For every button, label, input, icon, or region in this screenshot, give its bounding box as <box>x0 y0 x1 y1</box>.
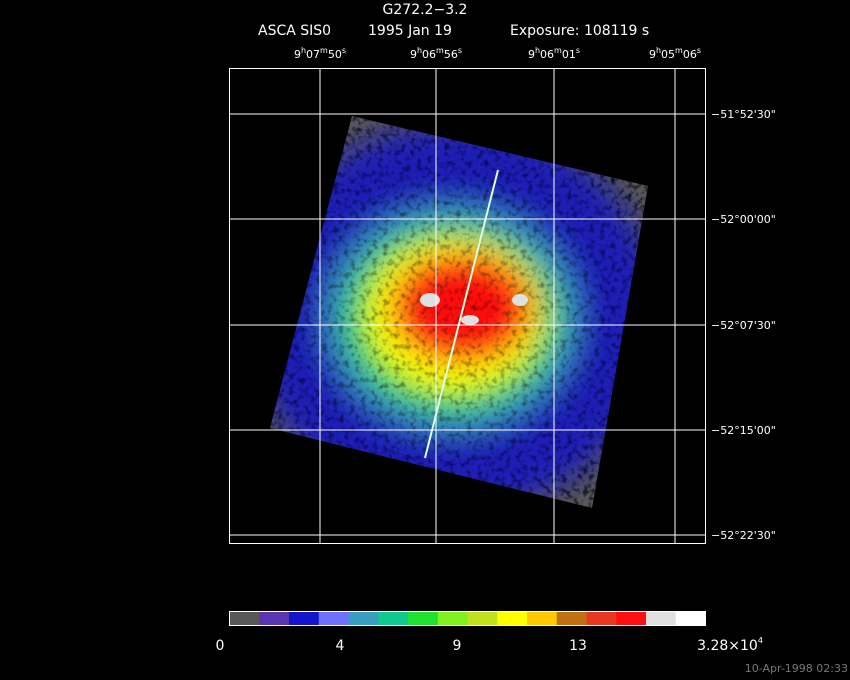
ra-label: 9h05m06s <box>649 46 701 61</box>
color-cell <box>497 611 528 626</box>
color-cell <box>289 611 320 626</box>
streak <box>424 169 499 459</box>
digits: 9 <box>649 48 656 61</box>
unit: h <box>417 46 422 55</box>
colorbar-label: 9 <box>453 638 462 654</box>
date: 1995 Jan 19 <box>368 23 452 39</box>
digits: 01 <box>562 48 576 61</box>
color-cell <box>318 611 349 626</box>
color-cell <box>229 611 260 626</box>
color-cell <box>675 611 706 626</box>
color-cell <box>556 611 587 626</box>
digits: 9 <box>528 48 535 61</box>
dec-label: −52°07'30" <box>711 319 776 332</box>
exposure: Exposure: 108119 s <box>510 23 649 39</box>
digits: 07 <box>306 48 320 61</box>
color-cell <box>378 611 409 626</box>
ra-label: 9h06m01s <box>528 46 580 61</box>
digits: 06 <box>422 48 436 61</box>
color-cell <box>437 611 468 626</box>
ra-labels: 9h07m50s 9h06m56s 9h06m01s 9h05m06s <box>294 46 701 61</box>
unit: s <box>697 46 701 55</box>
instrument: ASCA SIS0 <box>258 23 331 39</box>
unit: s <box>342 46 346 55</box>
exponent: 4 <box>758 636 763 645</box>
unit: h <box>656 46 661 55</box>
dec-labels: −51°52'30" −52°00'00" −52°07'30" −52°15'00"… <box>711 108 776 542</box>
digits: 06 <box>540 48 554 61</box>
color-cell <box>646 611 677 626</box>
dec-label: −51°52'30" <box>711 108 776 121</box>
colorbar-frame <box>229 611 706 626</box>
unit: h <box>535 46 540 55</box>
color-cell <box>259 611 290 626</box>
color-cell <box>616 611 647 626</box>
unit: s <box>458 46 462 55</box>
unit: m <box>675 46 683 55</box>
digits: 06 <box>683 48 697 61</box>
dec-label: −52°15'00" <box>711 424 776 437</box>
dec-label: −52°00'00" <box>711 213 776 226</box>
color-cell <box>586 611 617 626</box>
colorbar <box>229 611 706 626</box>
colorbar-label: 4 <box>336 638 345 654</box>
ra-label: 9h07m50s <box>294 46 346 61</box>
unit: m <box>320 46 328 55</box>
digits: 50 <box>328 48 342 61</box>
digits: 56 <box>444 48 458 61</box>
unit: m <box>554 46 562 55</box>
title: G272.2−3.2 <box>383 2 468 18</box>
color-cell <box>348 611 379 626</box>
coordinate-grid <box>229 68 705 543</box>
colorbar-label: 13 <box>569 638 587 654</box>
unit: s <box>576 46 580 55</box>
ra-label: 9h06m56s <box>410 46 462 61</box>
digits: 9 <box>410 48 417 61</box>
frame <box>229 68 706 544</box>
color-cell <box>467 611 498 626</box>
mantissa: 3.28×10 <box>697 638 758 654</box>
colorbar-label: 0 <box>216 638 225 654</box>
color-cell <box>408 611 439 626</box>
xray-image <box>270 116 648 508</box>
dec-label: −52°22'30" <box>711 529 776 542</box>
colorbar-labels: 0 4 9 13 <box>216 638 587 654</box>
color-cell <box>527 611 558 626</box>
colorbar-max: 3.28×104 <box>697 636 763 654</box>
timestamp: 10-Apr-1998 02:33 <box>745 662 848 675</box>
digits: 9 <box>294 48 301 61</box>
digits: 05 <box>661 48 675 61</box>
unit: m <box>436 46 444 55</box>
unit: h <box>301 46 306 55</box>
